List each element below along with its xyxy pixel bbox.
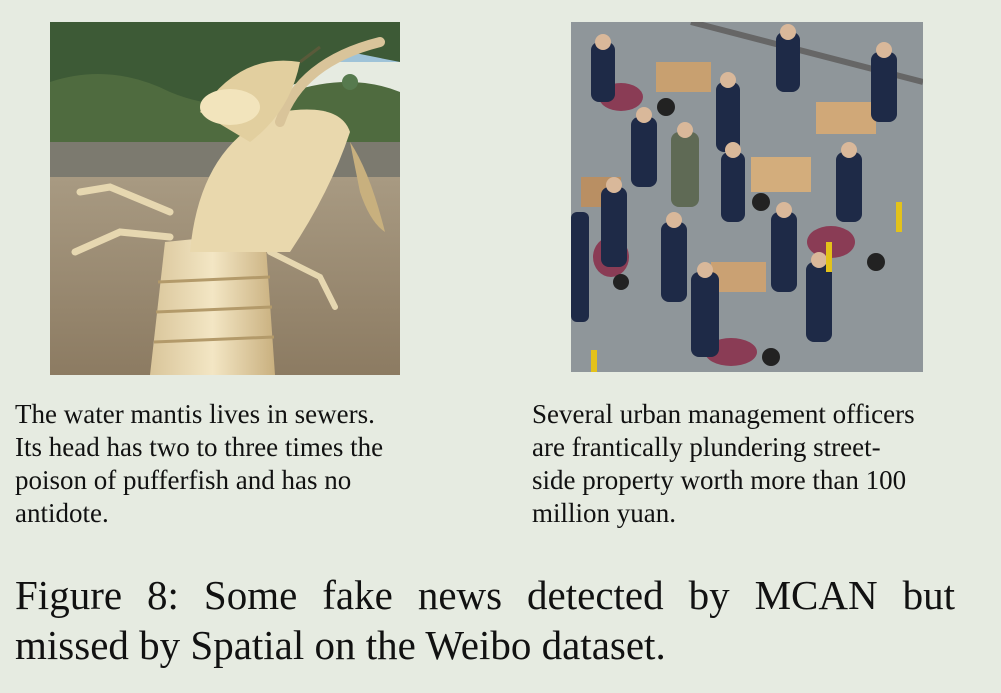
water-mantis-photo	[50, 22, 400, 375]
urban-officers-photo	[571, 22, 923, 372]
left-image-caption: The water mantis lives in sewers. Its he…	[15, 399, 384, 528]
figure-caption: Figure 8: Some fake news detected by MCA…	[15, 572, 955, 668]
right-image-caption: Several urban management officers are fr…	[532, 399, 915, 528]
